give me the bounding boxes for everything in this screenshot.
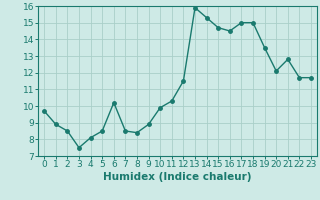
X-axis label: Humidex (Indice chaleur): Humidex (Indice chaleur): [103, 172, 252, 182]
